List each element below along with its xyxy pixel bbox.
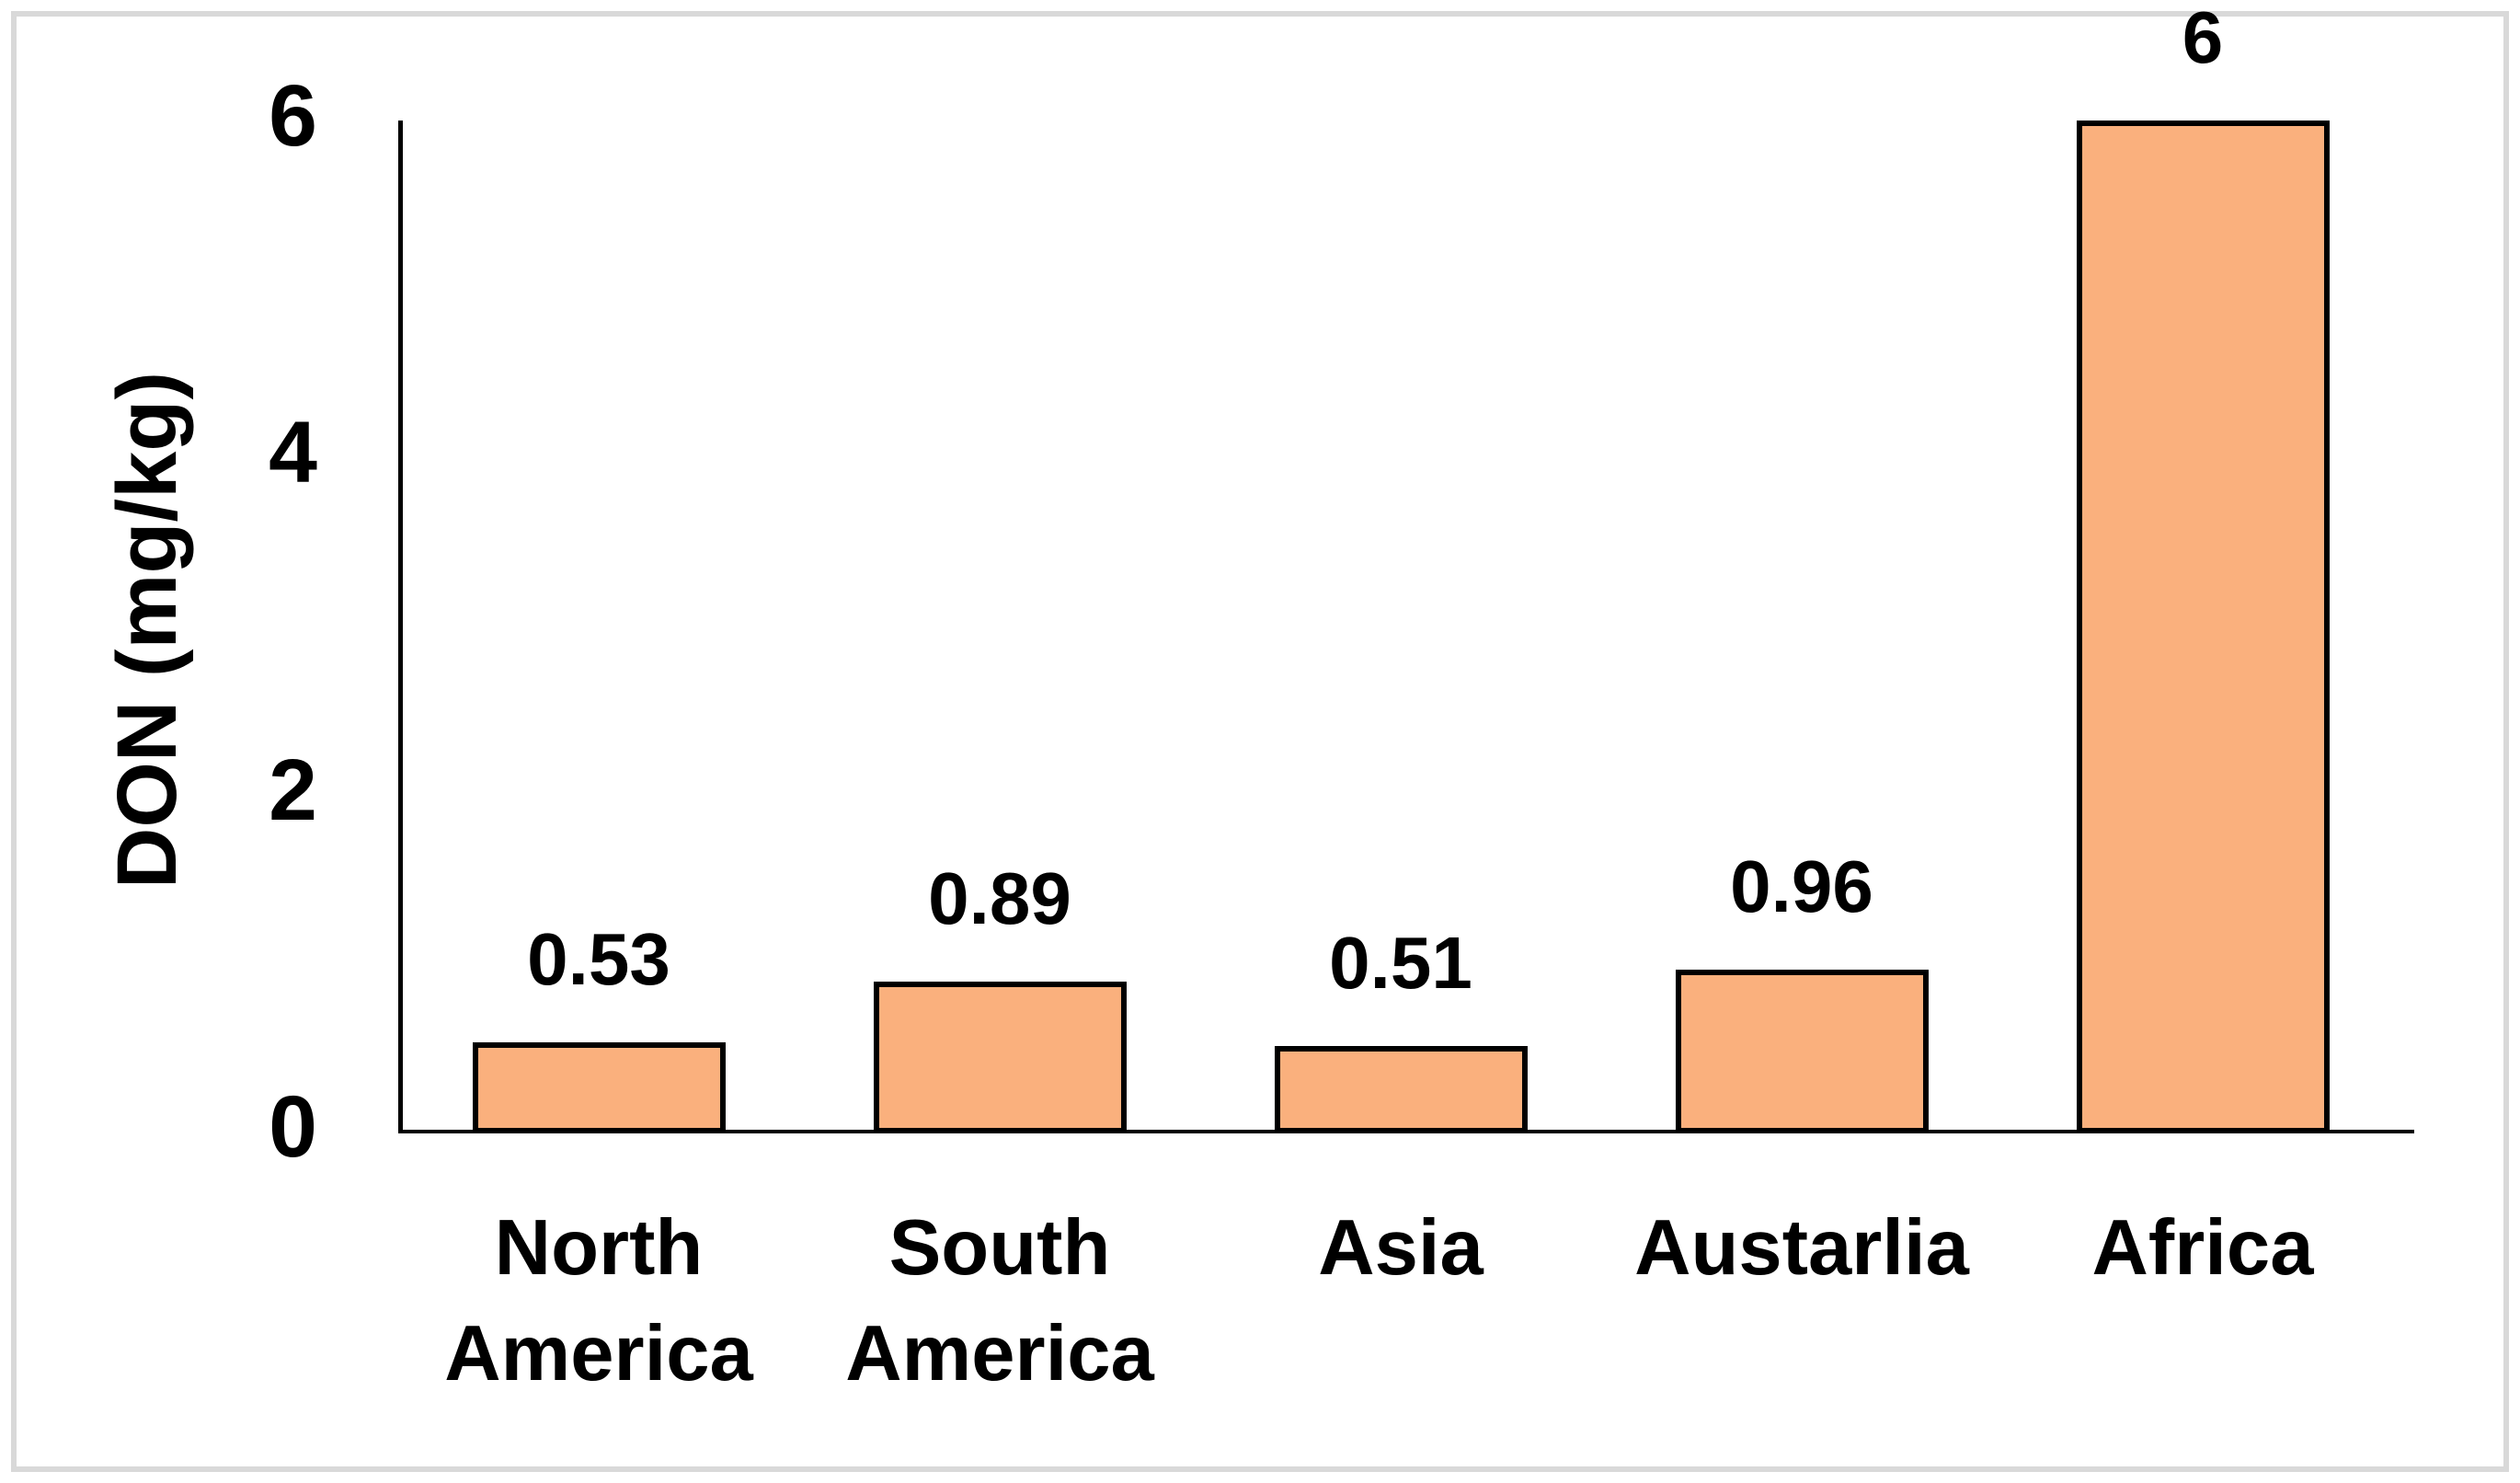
category-label-north-america: North America	[444, 1204, 753, 1397]
value-label-north-america: 0.53	[527, 917, 670, 1000]
value-label-asia: 0.51	[1329, 921, 1472, 1004]
bar-austarlia	[1675, 970, 1929, 1133]
y-tick-label-6: 6	[269, 67, 317, 165]
bar-asia	[1274, 1045, 1528, 1133]
value-label-austarlia: 0.96	[1730, 845, 1873, 928]
category-label-south-america: South America	[845, 1204, 1154, 1397]
category-label-austarlia: Austarlia	[1634, 1204, 1969, 1292]
bar-africa	[2076, 121, 2330, 1133]
category-label-africa: Africa	[2091, 1204, 2314, 1292]
bar-north-america	[472, 1041, 726, 1133]
y-axis-line	[398, 121, 403, 1133]
bar-south-america	[873, 981, 1127, 1133]
category-label-asia: Asia	[1318, 1204, 1483, 1292]
value-label-south-america: 0.89	[928, 856, 1071, 939]
y-tick-label-4: 4	[269, 404, 317, 502]
y-tick-label-2: 2	[269, 741, 317, 839]
value-label-africa: 6	[2182, 0, 2224, 78]
y-tick-label-0: 0	[269, 1078, 317, 1176]
